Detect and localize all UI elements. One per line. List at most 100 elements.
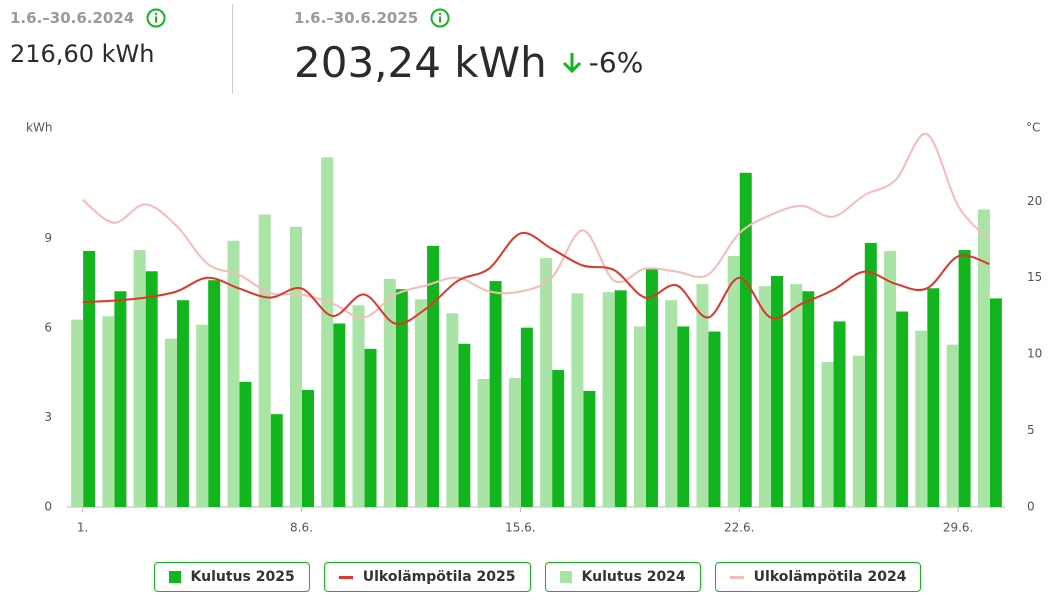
x-tick-label: 15.6. (505, 521, 536, 535)
legend-item[interactable]: Kulutus 2025 (153, 562, 310, 592)
previous-value: 216,60 kWh (10, 40, 155, 68)
bar (727, 256, 740, 507)
bar (790, 284, 803, 507)
x-tick-label: 1. (77, 521, 88, 535)
bar (196, 324, 209, 507)
legend-item[interactable]: Kulutus 2024 (544, 562, 701, 592)
y2-tick-label: 10 (1027, 347, 1042, 361)
bar (833, 321, 846, 507)
bar (290, 226, 302, 508)
x-tick-label: 29.6. (943, 521, 974, 535)
line (82, 231, 990, 325)
y2-axis-label: °C (1026, 121, 1040, 135)
bar (633, 326, 646, 507)
bar (989, 298, 1002, 507)
line (82, 133, 991, 319)
bar (270, 414, 283, 507)
legend-label: Ulkolämpötila 2024 (753, 569, 907, 585)
previous-summary: 1.6.–30.6.2024 216,60 kWh (10, 0, 166, 68)
bar (946, 344, 959, 507)
bar (677, 326, 690, 507)
y2-tick-label: 5 (1027, 423, 1035, 437)
legend-swatch (168, 571, 181, 583)
bar (321, 157, 334, 507)
legend-swatch (729, 575, 744, 579)
bar (508, 378, 521, 507)
bar (696, 284, 709, 507)
current-period: 1.6.–30.6.2025 (294, 9, 419, 27)
current-period-row: 1.6.–30.6.2025 (294, 0, 643, 36)
previous-period: 1.6.–30.6.2024 (10, 9, 135, 27)
legend-item[interactable]: Ulkolämpötila 2025 (323, 562, 531, 592)
info-icon[interactable] (146, 8, 166, 28)
bar (884, 250, 897, 507)
down-arrow (562, 52, 581, 73)
previous-period-row: 1.6.–30.6.2024 (10, 0, 166, 36)
bar (802, 291, 815, 507)
x-tick-label: 8.6. (290, 521, 313, 535)
bar (446, 313, 459, 507)
bar (602, 292, 615, 507)
bar (415, 299, 428, 507)
bar (571, 293, 584, 507)
bar (239, 381, 252, 507)
legend-swatch (559, 571, 572, 583)
bar (395, 289, 408, 507)
bar (364, 348, 377, 507)
bar (977, 209, 990, 507)
bar (145, 271, 158, 507)
bar (176, 300, 189, 507)
legend-label: Ulkolämpötila 2025 (362, 569, 516, 585)
bar (958, 250, 971, 508)
bar (552, 370, 565, 507)
y2-tick-label: 0 (1027, 500, 1035, 514)
bar (489, 281, 502, 507)
bar (258, 214, 271, 508)
current-value: 203,24 kWh (294, 38, 547, 87)
legend-label: Kulutus 2025 (190, 569, 295, 585)
bar (302, 390, 314, 507)
change-value: -6% (588, 46, 644, 79)
chart: kWh °C 0 3 6 9 0 5 10 15 20 1. 8.6. 15.6. 22.6. 29.6. (26, 121, 1042, 535)
y-axis-label: kWh (26, 121, 52, 135)
bar (208, 280, 221, 507)
bar (333, 323, 346, 507)
legend-item[interactable]: Ulkolämpötila 2024 (714, 562, 922, 592)
bar (583, 390, 596, 507)
x-tick-label: 22.6. (724, 521, 755, 535)
bar (915, 330, 928, 507)
legend: Kulutus 2025 Ulkolämpötila 2025 Kulutus 20… (0, 562, 1057, 592)
divider (232, 4, 233, 94)
bar (665, 300, 678, 507)
bar (540, 258, 553, 507)
info-icon[interactable] (430, 8, 450, 28)
bar (708, 331, 721, 507)
bar (227, 240, 240, 508)
bar (927, 288, 940, 507)
change: -6% (561, 46, 644, 79)
bar (83, 250, 96, 507)
bar (133, 250, 146, 508)
bar (759, 286, 771, 507)
bar (852, 355, 865, 507)
y2-tick-label: 15 (1027, 270, 1042, 284)
bar (821, 361, 834, 507)
y-tick-label: 0 (44, 500, 52, 514)
bar (164, 338, 177, 507)
bar (520, 327, 533, 507)
y-tick-label: 9 (44, 231, 52, 245)
bar (71, 319, 84, 507)
legend-swatch (338, 575, 353, 579)
current-summary: 1.6.–30.6.2025 203,24 kWh -6% (294, 0, 643, 87)
y-tick-label: 3 (44, 410, 52, 424)
current-value-row: 203,24 kWh -6% (294, 38, 643, 87)
bar (458, 343, 471, 507)
bar (864, 242, 877, 507)
bar (352, 305, 365, 507)
bar (739, 172, 752, 507)
bar (114, 291, 127, 507)
legend-label: Kulutus 2024 (581, 569, 686, 585)
bar (383, 279, 396, 507)
bar (896, 311, 909, 507)
